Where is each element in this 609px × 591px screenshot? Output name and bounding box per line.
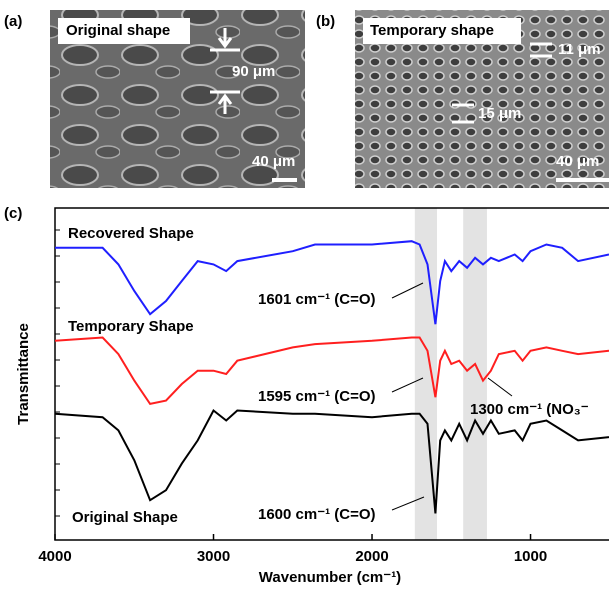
caption: Original shape	[66, 22, 170, 39]
highlight-band	[463, 208, 487, 540]
spectrum-line	[54, 408, 609, 514]
annotation-arrow	[487, 377, 513, 397]
scale-label: 40 μm	[252, 153, 295, 170]
series-label: Recovered Shape	[68, 225, 194, 242]
scale-label: 40 μm	[556, 153, 599, 170]
caption: Temporary shape	[370, 22, 494, 39]
annotation-arrow	[391, 377, 424, 393]
x-tick-label: 4000	[38, 548, 71, 565]
arrows	[217, 28, 233, 114]
annotation: 1300 cm⁻¹ (NO₃⁻	[470, 401, 589, 418]
annotation-arrow	[391, 496, 425, 511]
x-tick-label: 3000	[197, 548, 230, 565]
caption-box	[363, 18, 521, 44]
panel-label: (c)	[4, 205, 22, 222]
x-axis-title: Wavenumber (cm⁻¹)	[259, 569, 401, 586]
series-label: Temporary Shape	[68, 318, 194, 335]
annotation: 1595 cm⁻¹ (C=O)	[258, 388, 376, 405]
spectrum-line	[54, 336, 609, 406]
measure: 15 μm	[478, 105, 521, 122]
panel-label: (b)	[316, 13, 335, 30]
x-tick-label: 1000	[514, 548, 547, 565]
measure: 11 μm	[558, 41, 601, 58]
annotation-arrow	[391, 282, 424, 299]
panel-label: (a)	[4, 13, 22, 30]
y-axis-title: Transmittance	[15, 323, 32, 425]
caption-box	[58, 18, 190, 44]
annotation: 1601 cm⁻¹ (C=O)	[258, 291, 376, 308]
x-tick-label: 2000	[355, 548, 388, 565]
measure: 90 μm	[232, 63, 275, 80]
plot-frame	[54, 207, 609, 541]
annotation: 1600 cm⁻¹ (C=O)	[258, 506, 376, 523]
spectrum-line	[55, 240, 609, 325]
series-label: Original Shape	[72, 509, 178, 526]
